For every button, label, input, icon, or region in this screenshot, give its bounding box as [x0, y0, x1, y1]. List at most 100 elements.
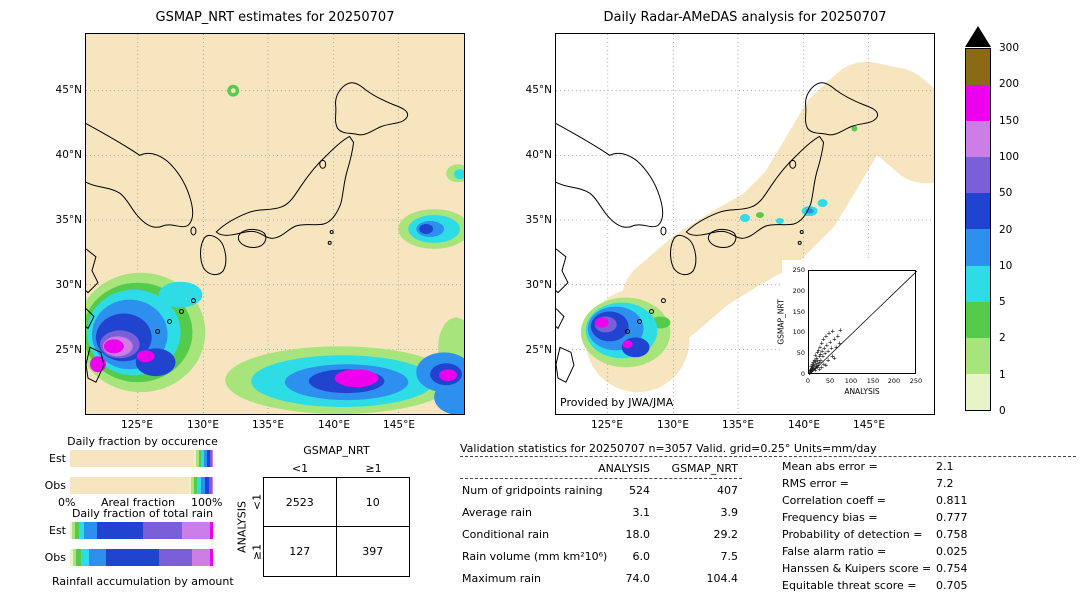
- bar-row-label: Obs: [44, 551, 66, 564]
- inset-x-tick: 150: [866, 377, 880, 385]
- gsmap-map-canvas: [85, 33, 465, 415]
- lat-tick-label: 35°N: [525, 214, 552, 226]
- colorbar-label: 50: [999, 187, 1013, 199]
- validation-row-label: Average rain: [462, 506, 532, 519]
- totalrain-caption: Rainfall accumulation by amount: [52, 575, 234, 588]
- rain-cells-honshu: [740, 125, 858, 224]
- coastlines: [86, 82, 409, 383]
- lon-tick-label: 140°E: [318, 419, 350, 431]
- inset-y-tick: 50: [796, 349, 805, 357]
- contingency-col-label: <1: [291, 462, 309, 475]
- validation-analysis-value: 524: [629, 484, 650, 497]
- score-value: 0.705: [936, 579, 968, 592]
- score-value: 0.025: [936, 545, 968, 558]
- score-label: RMS error =: [782, 477, 849, 490]
- totalrain-bar-obs: [70, 549, 213, 566]
- colorbar-label: 0: [999, 405, 1006, 417]
- validation-analysis-value: 74.0: [625, 572, 651, 585]
- inset-y-tick: 150: [792, 308, 805, 316]
- lat-tick-label: 30°N: [55, 279, 82, 291]
- colorbar-label: 150: [999, 115, 1020, 127]
- contingency-cell: 10: [336, 478, 409, 527]
- bar-row-label: Obs: [44, 479, 66, 492]
- lat-tick-label: 35°N: [55, 214, 82, 226]
- inset-x-tick: 250: [909, 377, 923, 385]
- divider: [460, 456, 1076, 457]
- lon-tick-label: 125°E: [121, 419, 153, 431]
- lon-tick-label: 125°E: [591, 419, 623, 431]
- colorbar-label: 1: [999, 369, 1006, 381]
- validation-analysis-value: 3.1: [632, 506, 651, 519]
- inset-y-tick: 250: [792, 266, 805, 274]
- score-label: Probability of detection =: [782, 528, 923, 541]
- validation-gsmap-value: 3.9: [720, 506, 739, 519]
- lon-tick-label: 145°E: [383, 419, 415, 431]
- score-value: 0.754: [936, 562, 968, 575]
- lon-tick-label: 135°E: [252, 419, 284, 431]
- lat-tick-label: 45°N: [55, 84, 82, 96]
- contingency-cell: 2523: [264, 478, 337, 527]
- score-value: 0.811: [936, 494, 968, 507]
- lon-tick-label: 135°E: [722, 419, 754, 431]
- inset-x-tick: 50: [825, 377, 835, 385]
- validation-col-header: ANALYSIS: [598, 462, 650, 475]
- score-label: Correlation coeff =: [782, 494, 886, 507]
- areal-axis-label: Areal fraction: [100, 496, 176, 509]
- lat-tick-label: 25°N: [55, 344, 82, 356]
- contingency-cell: 397: [362, 545, 384, 558]
- data-credit: Provided by JWA/JMA: [560, 396, 674, 409]
- occurrence-title: Daily fraction by occurence: [67, 435, 218, 448]
- colorbar-label: 5: [999, 296, 1006, 308]
- lat-tick-label: 45°N: [525, 84, 552, 96]
- validation-gsmap-value: 7.5: [720, 550, 739, 563]
- colorbar-label: 20: [999, 224, 1013, 236]
- inset-y-tick: 200: [792, 287, 805, 295]
- contingency-table: 2523 10 127 397: [263, 477, 410, 577]
- lat-tick-label: 25°N: [525, 344, 552, 356]
- validation-analysis-value: 18.0: [625, 528, 651, 541]
- divider: [460, 478, 742, 479]
- colorbar-label: 2: [999, 332, 1006, 344]
- lat-tick-label: 30°N: [525, 279, 552, 291]
- occurrence-bar-est: [70, 450, 213, 467]
- contingency-col-label: ≥1: [365, 462, 382, 475]
- lon-tick-label: 130°E: [187, 419, 219, 431]
- inset-x-tick: 100: [844, 377, 858, 385]
- lat-tick-label: 40°N: [55, 149, 82, 161]
- score-label: Equitable threat score =: [782, 579, 917, 592]
- validation-row-label: Rain volume (mm km²10⁶): [462, 550, 608, 563]
- inset-scatter-plot: + + + + + + + + + + + + + + + + + + + + + + + + + + + + + + + + + + + + + + + +…: [808, 270, 917, 376]
- inset-x-tick: 200: [887, 377, 901, 385]
- inset-y-tick: 100: [792, 328, 805, 336]
- rain-cells-southern-band: [225, 317, 464, 414]
- radar-map-canvas: [555, 33, 935, 415]
- areal-axis-min: 0%: [58, 496, 76, 509]
- score-label: Hanssen & Kuipers score =: [782, 562, 932, 575]
- left-map-title: GSMAP_NRT estimates for 20250707: [155, 10, 395, 25]
- validation-title: Validation statistics for 20250707 n=305…: [460, 442, 877, 455]
- coastlines: [556, 82, 879, 383]
- totalrain-title: Daily fraction of total rain: [71, 507, 214, 520]
- inset-x-axis-label: ANALYSIS: [844, 387, 880, 396]
- contingency-title: GSMAP_NRT: [303, 444, 370, 457]
- score-value: 0.758: [936, 528, 968, 541]
- score-value: 0.777: [936, 511, 968, 524]
- colorbar-label: 300: [999, 42, 1020, 54]
- colorbar-label: 10: [999, 260, 1013, 272]
- colorbar-overflow-triangle: [965, 26, 991, 47]
- score-label: Frequency bias =: [782, 511, 878, 524]
- lon-tick-label: 145°E: [853, 419, 885, 431]
- score-value: 7.2: [936, 477, 954, 490]
- colorbar: [965, 48, 991, 411]
- score-label: False alarm ratio =: [782, 545, 887, 558]
- validation-col-header: GSMAP_NRT: [671, 462, 738, 475]
- contingency-row-axis: ANALYSIS: [235, 501, 249, 553]
- areal-axis-max: 100%: [191, 496, 223, 509]
- validation-row-label: Num of gridpoints raining: [462, 484, 603, 497]
- inset-x-tick: 0: [805, 377, 811, 385]
- validation-analysis-value: 6.0: [632, 550, 651, 563]
- contingency-row-label: <1: [250, 493, 264, 511]
- totalrain-bar-est: [70, 522, 213, 539]
- lon-tick-label: 140°E: [788, 419, 820, 431]
